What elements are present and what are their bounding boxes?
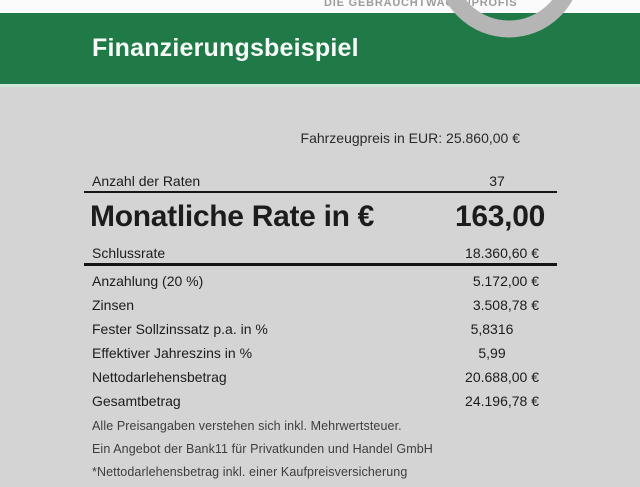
vehicle-price-value: 25.860,00 € [446,130,520,146]
row-label: Schlussrate [92,245,166,261]
row-label: Nettodarlehensbetrag [92,369,227,385]
brand-tagline: DIE GEBRAUCHTWAGENPROFIS [324,0,518,9]
table-row-effektiver-jahreszins: Effektiver Jahreszins in % 5,99 [84,341,557,365]
table-row-zinsen: Zinsen 3.508,78 € [84,293,557,317]
row-value: 37 [489,173,505,189]
table-row-nettodarlehensbetrag: Nettodarlehensbetrag 20.688,00 € [84,365,557,389]
row-value: 20.688,00 € [465,369,539,385]
row-label: Anzahl der Raten [92,173,201,189]
row-label: Effektiver Jahreszins in % [92,345,253,361]
masthead-strip: DIE GEBRAUCHTWAGENPROFIS [0,0,640,13]
row-label: Fester Sollzinssatz p.a. in % [92,321,268,337]
row-value: 5,8316 [470,321,514,337]
footnote-bank11: Ein Angebot der Bank11 für Privatkunden … [92,442,433,456]
page-title: Finanzierungsbeispiel [92,34,359,62]
table-row-gesamtbetrag: Gesamtbetrag 24.196,78 € [84,389,557,413]
table-row-anzahl-der-raten: Anzahl der Raten 37 [84,171,557,193]
row-value: 24.196,78 € [465,393,539,409]
footnote-kaufpreisversicherung: *Nettodarlehensbetrag inkl. einer Kaufpr… [92,465,408,479]
row-value: 5.172,00 € [472,273,539,289]
vehicle-price-label: Fahrzeugpreis in EUR: [300,130,443,146]
row-value: 5,99 [478,345,506,361]
row-value: 18.360,60 € [465,245,539,261]
row-value: 163,00 [455,200,545,233]
footnote-vat: Alle Preisangaben verstehen sich inkl. M… [92,419,402,433]
title-banner: Finanzierungsbeispiel [0,13,640,87]
footnotes: Alle Preisangaben verstehen sich inkl. M… [92,418,433,487]
row-label: Monatliche Rate in € [90,200,375,233]
row-label: Anzahlung (20 %) [92,273,204,289]
table-row-sollzinssatz: Fester Sollzinssatz p.a. in % 5,8316 [84,317,557,341]
vehicle-price-line: Fahrzeugpreis in EUR: 25.860,00 € [84,130,557,146]
table-row-anzahlung: Anzahlung (20 %) 5.172,00 € [84,269,557,293]
row-label: Zinsen [92,297,135,313]
finance-table: Anzahl der Raten 37 Monatliche Rate in €… [84,171,557,413]
row-value: 3.508,78 € [472,297,539,313]
row-label: Gesamtbetrag [92,393,181,409]
table-row-schlussrate: Schlussrate 18.360,60 € [84,239,557,266]
finance-table-detail-rows: Anzahlung (20 %) 5.172,00 € Zinsen 3.508… [84,269,557,413]
table-row-monatliche-rate: Monatliche Rate in € 163,00 [84,195,557,239]
